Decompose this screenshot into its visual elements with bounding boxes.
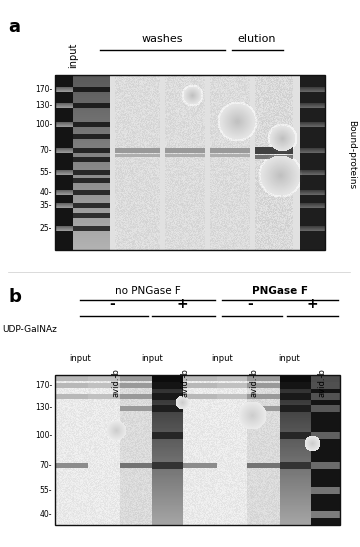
Text: 55-: 55- xyxy=(40,486,52,495)
Text: PNGase F: PNGase F xyxy=(252,286,308,296)
Text: avid.-b: avid.-b xyxy=(318,368,327,397)
Text: avid.-b: avid.-b xyxy=(249,368,258,397)
Text: 70-: 70- xyxy=(40,146,52,155)
Text: input: input xyxy=(141,354,163,363)
Text: no PNGase F: no PNGase F xyxy=(115,286,181,296)
Text: input: input xyxy=(211,354,233,363)
Text: 40-: 40- xyxy=(40,510,52,519)
Text: 55-: 55- xyxy=(40,167,52,177)
Text: 100-: 100- xyxy=(35,430,52,439)
Text: UDP-GalNAz: UDP-GalNAz xyxy=(2,325,57,335)
Text: 40-: 40- xyxy=(40,188,52,197)
Text: a: a xyxy=(8,18,20,36)
Text: 25-: 25- xyxy=(40,224,52,232)
Text: avid.-b: avid.-b xyxy=(112,368,121,397)
Text: 130-: 130- xyxy=(35,101,52,110)
Text: 70-: 70- xyxy=(40,461,52,469)
Text: washes: washes xyxy=(141,34,183,44)
Bar xyxy=(55,75,325,250)
Text: input: input xyxy=(68,43,78,68)
Text: input: input xyxy=(69,354,91,363)
Text: -: - xyxy=(109,297,115,311)
Text: elution: elution xyxy=(238,34,276,44)
Text: input: input xyxy=(278,354,300,363)
Text: +: + xyxy=(306,297,318,311)
Text: 35-: 35- xyxy=(40,201,52,210)
Text: Bound-proteins: Bound-proteins xyxy=(347,120,356,190)
Text: 100-: 100- xyxy=(35,120,52,130)
Text: 170-: 170- xyxy=(35,84,52,94)
Text: +: + xyxy=(176,297,188,311)
Text: avid.-b: avid.-b xyxy=(180,368,189,397)
Text: 130-: 130- xyxy=(35,404,52,412)
Text: b: b xyxy=(8,288,21,306)
Text: 170-: 170- xyxy=(35,381,52,390)
Text: -: - xyxy=(247,297,253,311)
Bar xyxy=(55,375,340,525)
